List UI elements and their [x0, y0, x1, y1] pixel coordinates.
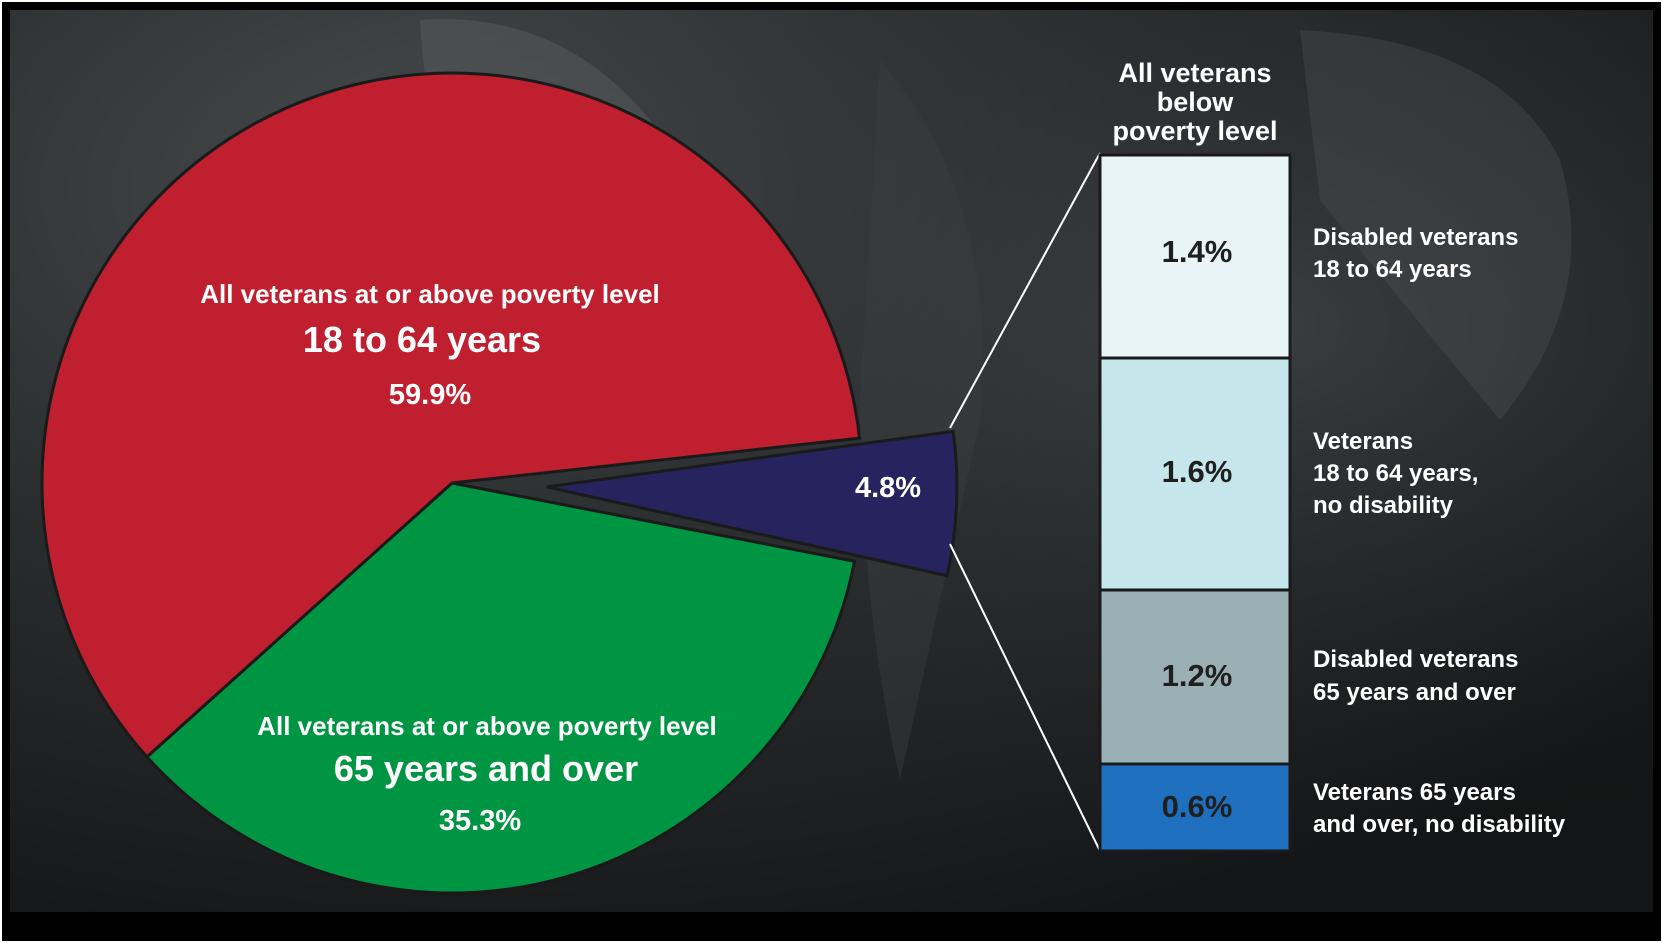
segment-desc-4-line-1: Veterans 65 years [1313, 779, 1516, 806]
segment-desc-2-line-3: no disability [1313, 492, 1454, 519]
pie-slice-18-64 [40, 71, 862, 760]
segment-desc-1-line-1: Disabled veterans [1313, 224, 1518, 251]
pie-slice-65-over [144, 481, 857, 895]
segment-desc-2-line-1: Veterans [1313, 428, 1413, 455]
segment-pct-4: 0.6% [1162, 789, 1233, 824]
segment-pct-3: 1.2% [1162, 658, 1233, 693]
slice-label-pct-below-poverty: 4.8% [855, 472, 921, 504]
segment-desc-3-line-2: 65 years and over [1313, 679, 1516, 706]
pie-chart [40, 71, 959, 895]
bar-segment-1 [1098, 153, 1292, 360]
pie-slice-below-poverty [546, 429, 959, 578]
slice-label-name-18-64: All veterans at or above poverty level [200, 279, 660, 309]
breakdown-connectors [949, 152, 1101, 852]
segment-pct-2: 1.6% [1162, 454, 1233, 489]
slice-label-name-65-over: All veterans at or above poverty level [257, 711, 717, 741]
slice-label-age-18-64: 18 to 64 years [303, 319, 541, 360]
bar-segment-4 [1098, 762, 1292, 853]
slice-label-pct-18-64: 59.9% [389, 379, 471, 411]
breakdown-title-line-3: poverty level [1112, 116, 1277, 146]
connector-bottom [949, 543, 1101, 852]
breakdown-title-line-2: below [1157, 87, 1235, 117]
segment-desc-3-line-1: Disabled veterans [1313, 646, 1518, 673]
breakdown-title-line-1: All veterans [1118, 58, 1271, 88]
slice-label-pct-65-over: 35.3% [439, 805, 521, 837]
segment-desc-4-line-2: and over, no disability [1313, 811, 1566, 838]
segment-pct-1: 1.4% [1162, 234, 1233, 269]
slice-label-age-65-over: 65 years and over [334, 748, 638, 789]
segment-desc-1-line-2: 18 to 64 years [1313, 256, 1472, 283]
segment-desc-2-line-2: 18 to 64 years, [1313, 460, 1478, 487]
breakdown-stacked-bar [1098, 153, 1292, 853]
connector-top [949, 152, 1101, 429]
bar-segment-2 [1098, 356, 1292, 592]
